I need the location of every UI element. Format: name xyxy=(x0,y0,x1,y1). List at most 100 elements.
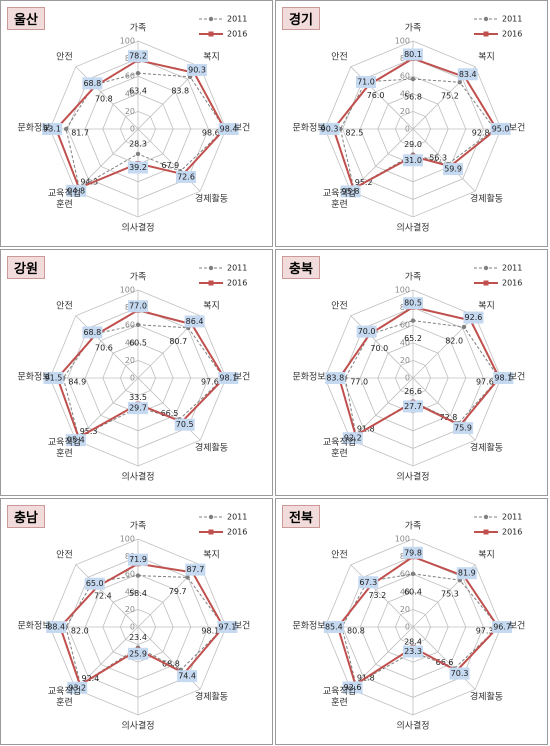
axis-label: 교육직업 훈련 xyxy=(47,686,82,708)
value-label: 75.2 xyxy=(441,92,459,101)
r-tick-label: 20 xyxy=(400,605,410,614)
chart-title: 충북 xyxy=(282,256,320,279)
value-label-box xyxy=(67,681,88,694)
r-tick-label: 20 xyxy=(125,107,135,116)
value-label: 23.4 xyxy=(129,633,147,642)
axis-label: 문화정보 xyxy=(17,123,51,134)
value-label-box xyxy=(358,576,379,589)
value-label: 98.1 xyxy=(494,374,512,383)
value-label: 56.8 xyxy=(404,93,422,102)
value-label-box xyxy=(84,577,105,590)
marker xyxy=(135,71,141,76)
value-label-box xyxy=(82,326,103,339)
value-label-box xyxy=(187,63,208,76)
value-label-box xyxy=(217,621,238,633)
value-label-box xyxy=(403,645,423,658)
axis-label: 가족 xyxy=(129,521,147,532)
value-label: 33.5 xyxy=(129,393,147,402)
value-label-box xyxy=(403,297,423,310)
series-line xyxy=(59,562,225,687)
axis-label: 경제활동 xyxy=(469,194,504,205)
legend-label: 2016 xyxy=(227,279,247,288)
value-label: 70.8 xyxy=(95,94,113,103)
value-label: 83.4 xyxy=(459,70,477,79)
r-tick-label: 100 xyxy=(120,286,135,295)
value-label: 97.3 xyxy=(476,627,494,636)
value-label-box xyxy=(43,372,64,384)
spoke xyxy=(75,66,139,130)
spoke xyxy=(412,128,476,192)
value-label-box xyxy=(463,311,484,324)
value-label: 90.3 xyxy=(188,65,206,74)
value-label: 28.3 xyxy=(129,139,147,148)
value-label: 72.6 xyxy=(177,173,195,182)
spoke xyxy=(75,626,139,690)
value-label-box xyxy=(128,647,148,660)
value-label-box xyxy=(174,418,195,431)
value-label: 78.2 xyxy=(129,52,147,61)
legend-marker xyxy=(208,529,214,535)
value-label: 28.4 xyxy=(404,637,422,646)
axis-label: 보건 xyxy=(508,621,526,632)
marker xyxy=(185,575,190,580)
chart: 02040608010060.475.397.366.628.491.880.8… xyxy=(323,513,522,716)
value-label: 70.0 xyxy=(370,344,388,353)
value-label-box xyxy=(356,325,377,338)
value-label: 91.5 xyxy=(45,374,63,383)
value-label: 68.8 xyxy=(83,328,101,337)
value-label: 97.1 xyxy=(219,623,237,632)
value-label: 82.0 xyxy=(445,336,463,345)
value-label: 29.7 xyxy=(129,404,147,413)
value-label: 39.2 xyxy=(129,163,147,172)
r-tick-label: 20 xyxy=(125,356,135,365)
r-tick-label: 40 xyxy=(400,338,410,347)
value-label: 59.9 xyxy=(444,165,462,174)
chart-title: 울산 xyxy=(7,7,45,30)
legend-marker xyxy=(483,31,489,37)
value-label: 80.7 xyxy=(169,337,187,346)
value-label: 79.7 xyxy=(169,587,187,596)
chart: 02040608010056.875.292.856.329.095.282.5… xyxy=(319,15,522,218)
axis-label: 의사결정 xyxy=(121,721,155,732)
value-label-box xyxy=(82,77,103,90)
r-tick-label: 100 xyxy=(395,286,410,295)
value-label-box xyxy=(128,402,148,415)
chart-title: 경기 xyxy=(282,7,320,30)
axis-label: 가족 xyxy=(404,521,422,532)
value-label-box xyxy=(128,300,148,313)
value-label-box xyxy=(490,123,511,135)
legend-marker xyxy=(483,514,489,520)
value-label-box xyxy=(46,621,67,633)
axis-label: 경제활동 xyxy=(469,692,504,703)
r-tick-label: 40 xyxy=(125,587,135,596)
value-label: 66.5 xyxy=(161,409,179,418)
value-label-box xyxy=(325,372,346,384)
value-label-box xyxy=(493,372,514,384)
chart-panel: 02040608010056.875.292.856.329.095.282.5… xyxy=(275,0,548,247)
r-tick-label: 100 xyxy=(395,37,410,46)
value-label-box xyxy=(355,75,376,88)
value-label: 98.1 xyxy=(219,374,237,383)
value-label: 80.1 xyxy=(404,50,422,59)
legend-label: 2016 xyxy=(227,30,247,39)
value-label-box xyxy=(66,184,87,197)
value-label: 75.3 xyxy=(441,590,459,599)
axis-label: 의사결정 xyxy=(396,472,430,483)
value-label: 68.8 xyxy=(162,659,180,668)
value-label-box xyxy=(342,432,363,445)
value-label: 80.5 xyxy=(404,299,422,308)
value-label: 92.8 xyxy=(472,129,490,138)
legend-label: 2016 xyxy=(502,279,522,288)
spoke xyxy=(75,564,139,628)
legend-marker xyxy=(483,265,489,271)
axis-label: 교육직업 훈련 xyxy=(47,188,82,210)
value-label-box xyxy=(185,563,206,576)
marker xyxy=(63,126,69,132)
value-label: 77.0 xyxy=(129,302,147,311)
axis-label: 보건 xyxy=(233,123,251,134)
value-label: 71.9 xyxy=(129,555,147,564)
axis-label: 복지 xyxy=(478,550,495,561)
value-label: 83.8 xyxy=(171,86,189,95)
chart-panel: 02040608010060.475.397.366.628.491.880.8… xyxy=(275,498,548,745)
